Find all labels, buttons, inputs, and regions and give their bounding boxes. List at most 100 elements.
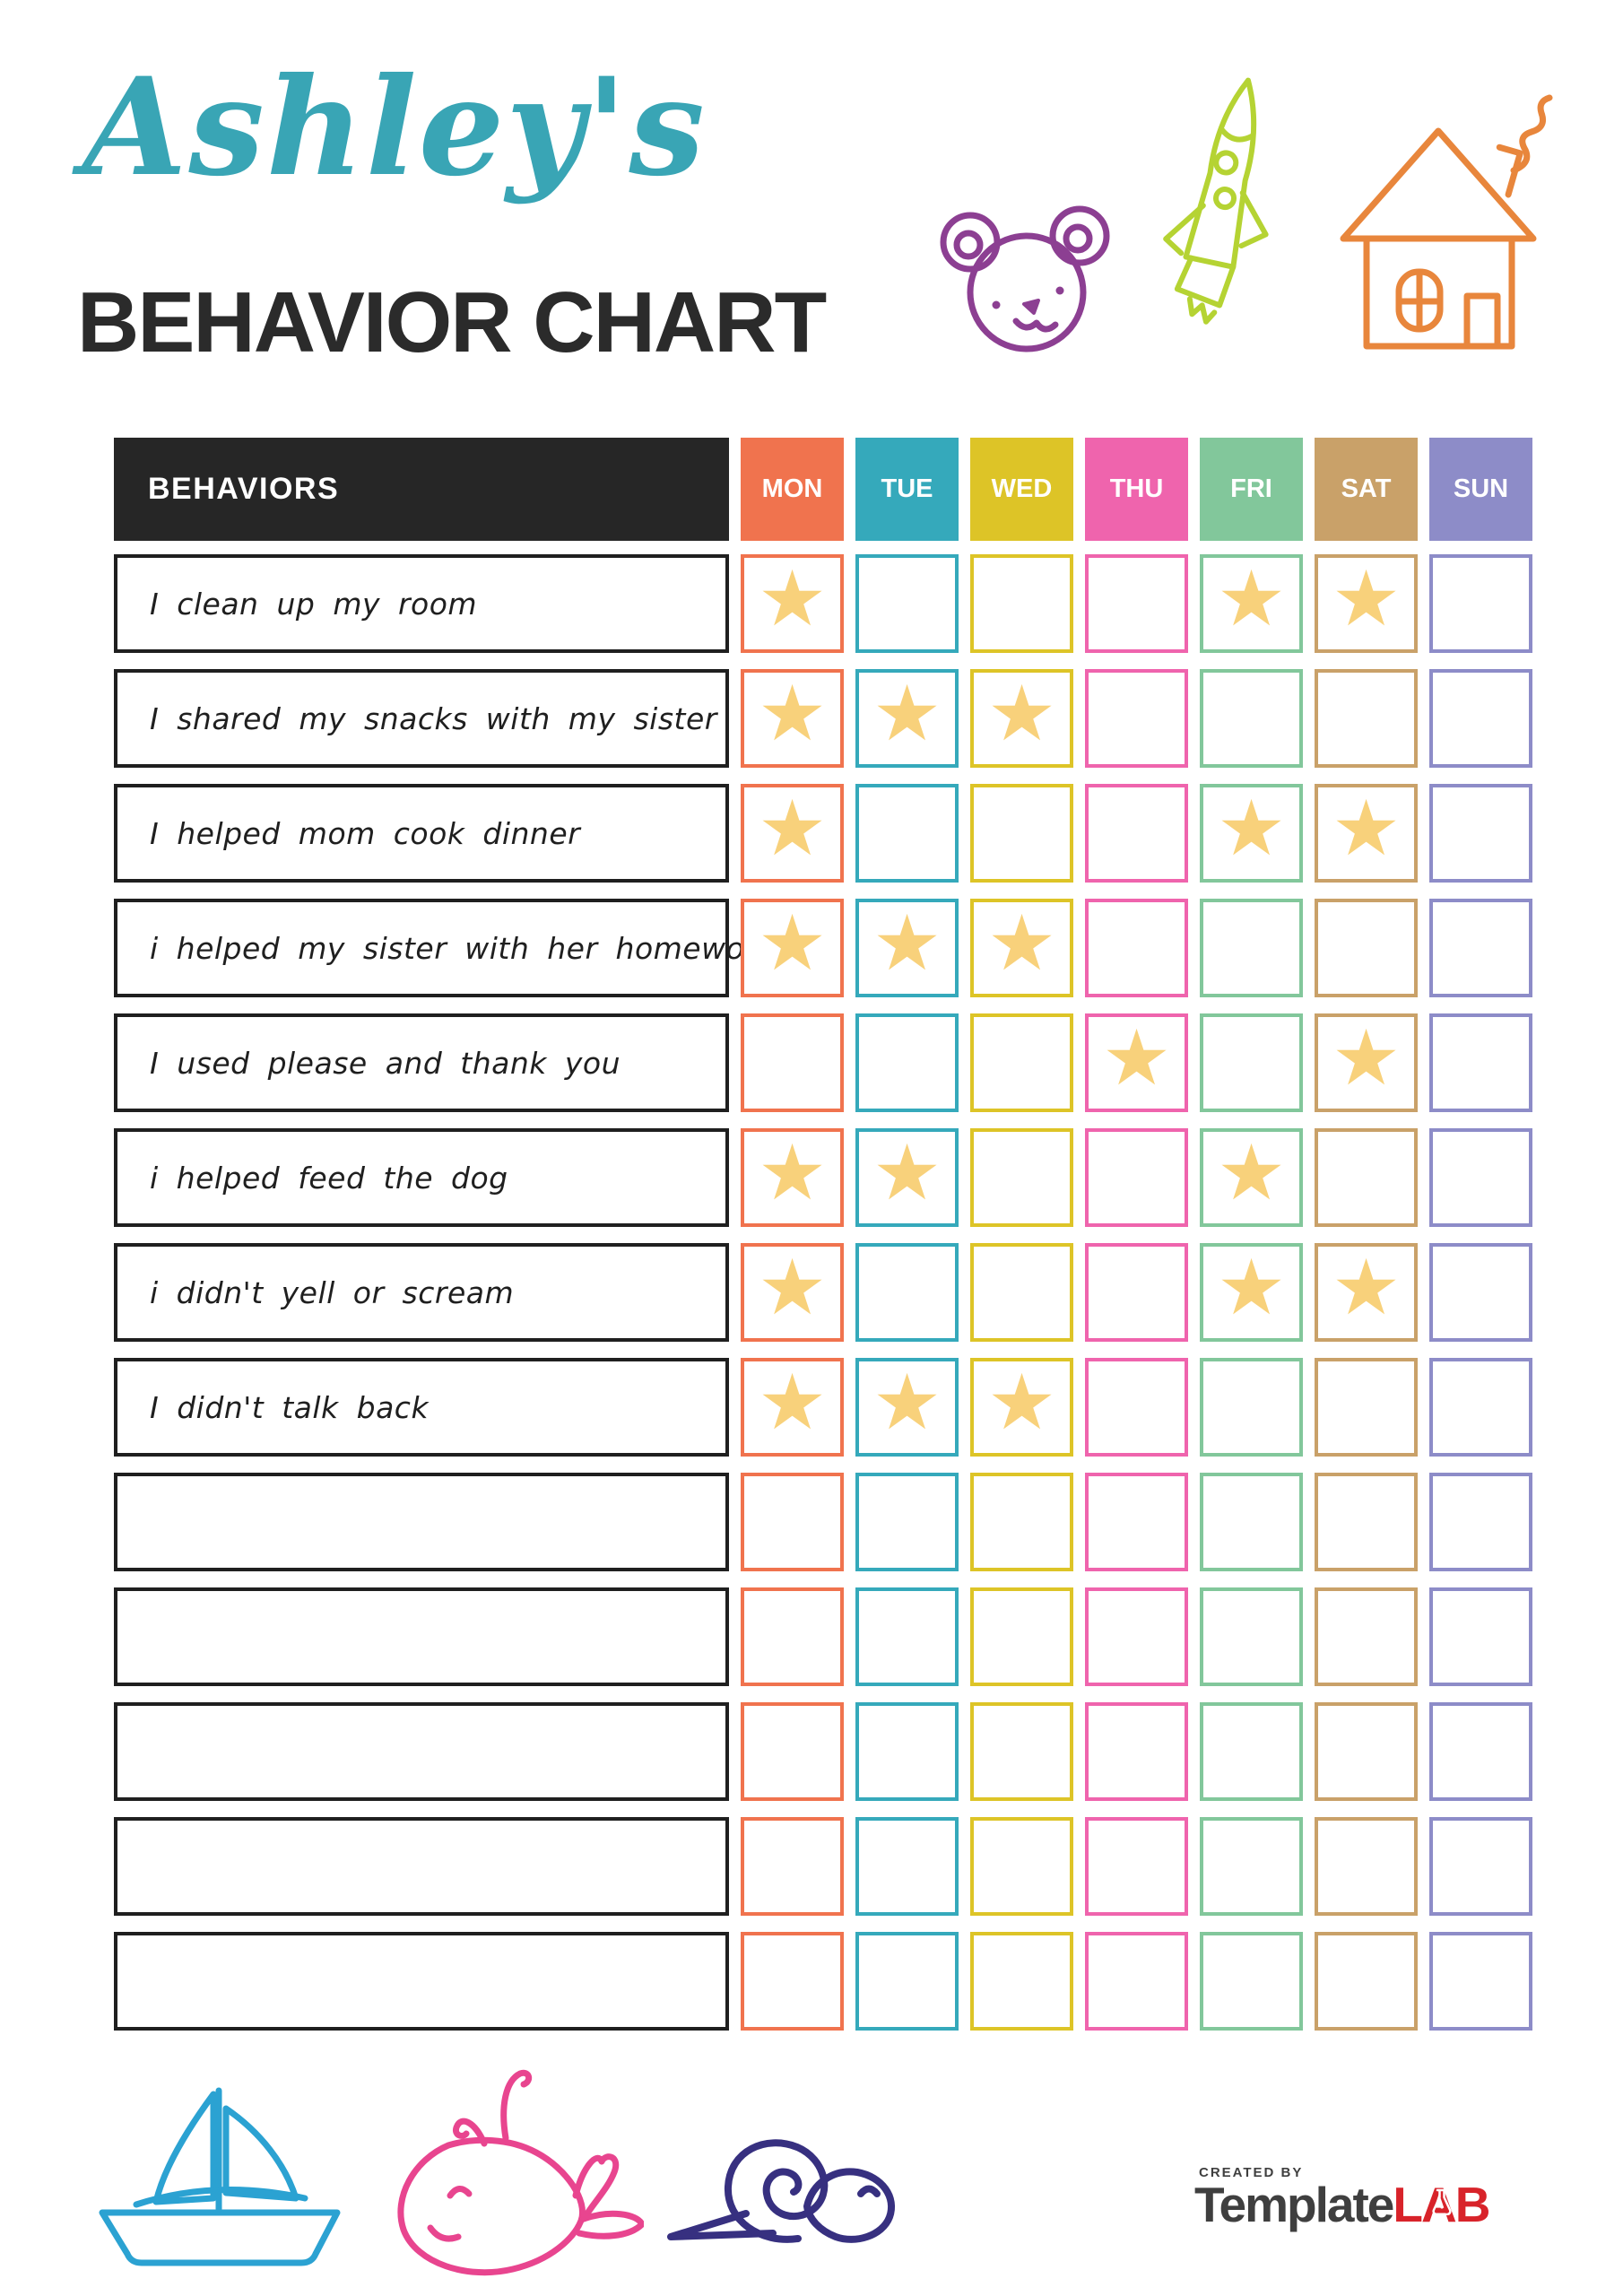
day-cell-wed [970,1128,1073,1227]
day-cell-sun [1429,554,1532,653]
behavior-cell: i helped feed the dog [114,1128,729,1227]
day-cell-fri [1200,1013,1303,1112]
table-row [114,1473,1532,1571]
star-icon: ★ [1216,1128,1287,1218]
day-cell-fri: ★ [1200,554,1303,653]
brand-lab-text: LAB [1393,2177,1490,2232]
star-icon: ★ [986,669,1057,759]
day-cell-sat [1315,1358,1418,1457]
day-cell-tue [855,784,959,883]
star-icon: ★ [872,1358,942,1448]
day-header-label: FRI [1230,474,1272,503]
table-row [114,1702,1532,1801]
behavior-cell: i helped my sister with her homework [114,899,774,997]
star-icon: ★ [1216,554,1287,644]
star-icon: ★ [1101,1013,1172,1103]
day-cell-wed [970,1932,1073,2031]
behavior-cell: I used please and thank you [114,1013,729,1112]
day-cell-fri [1200,899,1303,997]
day-cell-sun [1429,899,1532,997]
behavior-cell [114,1587,729,1686]
behavior-chart: BEHAVIORS MON TUE WED THU FRI SAT SUN I clean … [114,438,1532,2031]
day-cell-sun [1429,1702,1532,1801]
day-cell-sat [1315,1473,1418,1571]
day-cell-sat [1315,669,1418,768]
day-cell-wed: ★ [970,899,1073,997]
day-header-fri: FRI [1200,438,1303,541]
behavior-label: I shared my snacks with my sister [150,700,717,736]
star-icon: ★ [872,899,942,988]
day-header-label: MON [761,474,823,503]
day-cell-tue [855,554,959,653]
day-cell-sat [1315,1702,1418,1801]
day-header-sun: SUN [1429,438,1532,541]
day-cell-sat [1315,1932,1418,2031]
day-cell-sat: ★ [1315,554,1418,653]
table-row: i didn't yell or scream ★ ★ ★ [114,1243,1532,1342]
day-cell-sat [1315,1817,1418,1916]
day-cell-mon: ★ [741,899,844,997]
day-cell-mon: ★ [741,554,844,653]
day-cell-thu [1085,899,1188,997]
created-by-label: CREATED BY [1199,2165,1304,2180]
day-cell-wed [970,1702,1073,1801]
day-cell-fri [1200,1473,1303,1571]
day-cell-tue [855,1473,959,1571]
snail-icon [665,2106,925,2254]
day-cell-tue [855,1013,959,1112]
day-cell-wed [970,1473,1073,1571]
day-cell-mon: ★ [741,1358,844,1457]
behavior-cell [114,1702,729,1801]
day-cell-thu [1085,1587,1188,1686]
day-cell-tue [855,1243,959,1342]
chart-rows: I clean up my room ★ ★ ★ I shared my snacks … [114,554,1532,2031]
bear-icon [924,196,1130,361]
day-cell-wed [970,1013,1073,1112]
day-cell-thu [1085,784,1188,883]
behavior-label: I used please and thank you [150,1045,621,1081]
day-cell-thu [1085,1358,1188,1457]
day-cell-sat [1315,1587,1418,1686]
behavior-label: i helped my sister with her homework [150,930,775,966]
table-row: I didn't talk back ★ ★ ★ [114,1358,1532,1457]
day-cell-thu [1085,1817,1188,1916]
day-cell-thu [1085,1473,1188,1571]
behaviors-header-label: BEHAVIORS [148,472,340,506]
day-cell-thu [1085,1243,1188,1342]
day-cell-thu [1085,1128,1188,1227]
day-cell-tue [855,1817,959,1916]
behaviors-header-cell: BEHAVIORS [114,438,729,541]
table-row: I clean up my room ★ ★ ★ [114,554,1532,653]
table-row: I helped mom cook dinner ★ ★ ★ [114,784,1532,883]
day-cell-mon: ★ [741,1128,844,1227]
day-cell-thu: ★ [1085,1013,1188,1112]
table-row: I used please and thank you ★ ★ [114,1013,1532,1112]
templatelab-logo: CREATED BY TemplateLAB [1194,2165,1490,2232]
behavior-label: I helped mom cook dinner [150,815,581,851]
day-cell-sun [1429,1817,1532,1916]
star-icon: ★ [1331,784,1402,874]
behavior-label: i helped feed the dog [150,1160,508,1196]
star-icon: ★ [757,899,828,988]
behavior-cell [114,1473,729,1571]
table-row [114,1817,1532,1916]
day-cell-sat [1315,899,1418,997]
child-name-title: Ashley's [82,48,707,206]
day-cell-sat: ★ [1315,1243,1418,1342]
day-header-sat: SAT [1315,438,1418,541]
day-header-label: WED [991,474,1053,503]
day-cell-mon [741,1473,844,1571]
day-header-label: SAT [1341,474,1392,503]
star-icon: ★ [872,669,942,759]
day-cell-fri [1200,1817,1303,1916]
day-cell-sun [1429,1473,1532,1571]
day-cell-mon [741,1932,844,2031]
day-cell-wed [970,784,1073,883]
day-cell-tue [855,1932,959,2031]
day-cell-sat: ★ [1315,1013,1418,1112]
behavior-cell: I helped mom cook dinner [114,784,729,883]
day-header-tue: TUE [855,438,959,541]
day-cell-fri: ★ [1200,784,1303,883]
table-row: i helped feed the dog ★ ★ ★ [114,1128,1532,1227]
behavior-cell [114,1817,729,1916]
